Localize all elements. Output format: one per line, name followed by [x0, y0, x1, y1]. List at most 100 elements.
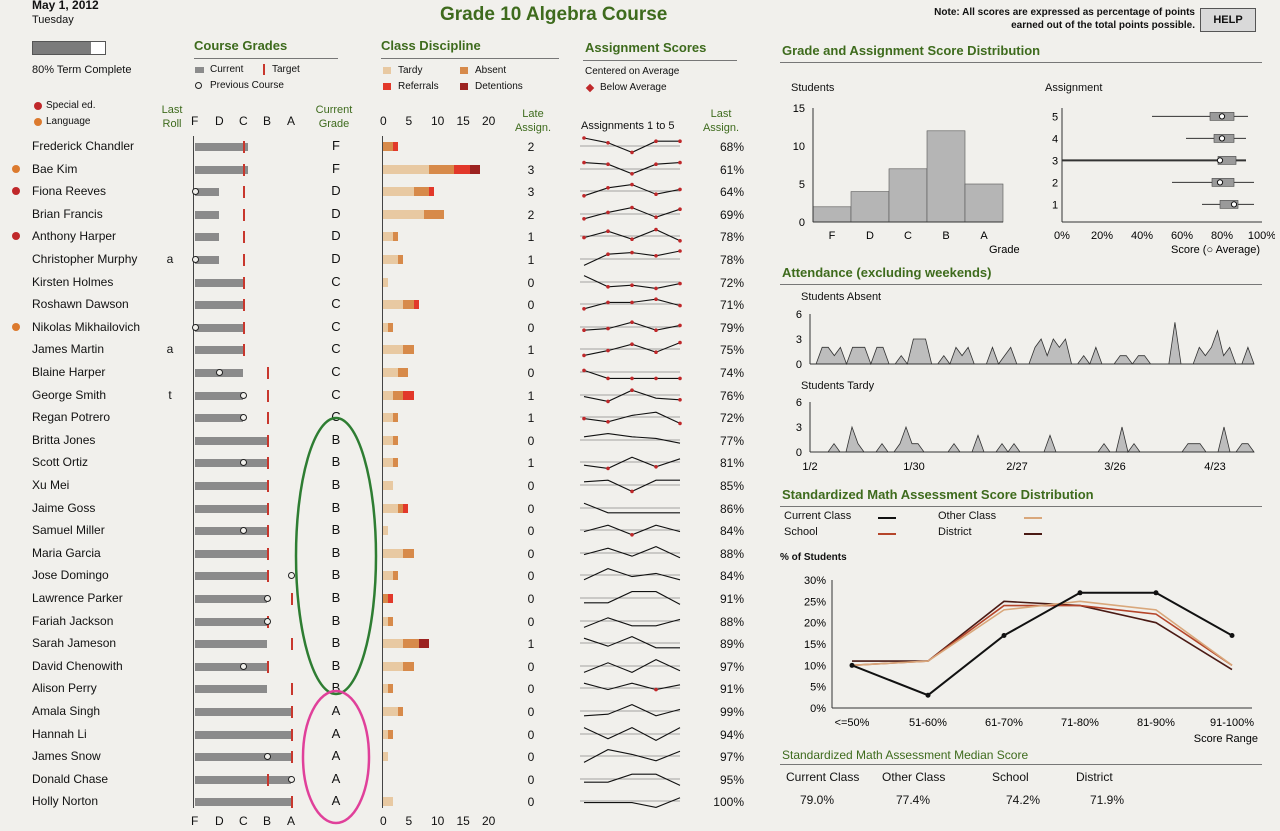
below-average-icon — [585, 83, 595, 93]
term-progress-bar — [32, 41, 106, 55]
discipline-axis-tick: 10 — [431, 814, 445, 828]
student-name[interactable]: Maria Garcia — [32, 545, 101, 560]
absent-bar — [388, 322, 394, 332]
other-class-legend-label: Other Class — [938, 510, 997, 522]
below-average-point — [606, 186, 610, 190]
student-name[interactable]: Scott Ortiz — [32, 455, 89, 470]
late-assign-value: 0 — [527, 546, 535, 561]
late-assign-value: 1 — [527, 230, 535, 245]
student-name[interactable]: Britta Jones — [32, 432, 96, 447]
assignment-sparkline — [580, 502, 680, 513]
assignment-sparkline — [580, 297, 682, 311]
sma-line-chart: 30% 25% 20% 15% 10% 5% 0% <=50% 51-60% 61-70% 71-8… — [804, 575, 1258, 745]
average-marker — [1230, 201, 1238, 208]
student-name[interactable]: Holly Norton — [32, 794, 99, 809]
student-name[interactable]: David Chenowith — [32, 658, 123, 673]
current-grade-bar — [195, 662, 267, 671]
assignment-sparkline — [580, 773, 681, 786]
help-button[interactable]: HELP — [1200, 8, 1256, 32]
student-name[interactable]: Fariah Jackson — [32, 613, 114, 628]
student-name[interactable]: Frederick Chandler — [32, 139, 135, 153]
student-name[interactable]: Regan Potrero — [32, 410, 111, 425]
y-tick-label: 15 — [793, 103, 805, 115]
student-name[interactable]: Hannah Li — [32, 726, 87, 741]
below-average-point — [582, 194, 586, 198]
below-average-point — [678, 281, 682, 285]
student-name[interactable]: Brian Francis — [32, 206, 103, 221]
tardy-bar — [383, 752, 389, 762]
special-ed-icon — [12, 187, 20, 196]
student-name[interactable]: Roshawn Dawson — [32, 297, 129, 312]
date-tick-label: 3/26 — [1104, 461, 1125, 473]
current-grade-value: C — [331, 409, 341, 425]
current-grade-value: B — [331, 612, 341, 628]
student-name[interactable]: Nikolas Mikhailovich — [32, 319, 141, 334]
tardy-bar — [383, 458, 394, 468]
current-grade-value: D — [331, 251, 341, 266]
student-name[interactable]: Kirsten Holmes — [32, 274, 114, 289]
below-average-point — [606, 229, 610, 234]
current-class-point — [849, 662, 855, 668]
grade-axis-tick: B — [263, 814, 272, 828]
student-name[interactable]: Bae Kim — [32, 161, 78, 176]
average-marker — [1218, 113, 1226, 120]
attendance-rule — [780, 284, 1262, 285]
student-name[interactable]: Christopher Murphy — [32, 252, 138, 266]
assignment-sparkline — [580, 797, 681, 809]
target-grade-marker — [243, 321, 245, 334]
histogram-bar — [850, 191, 890, 223]
student-name[interactable]: Jaime Goss — [32, 500, 96, 515]
last-assign-value: 97% — [719, 659, 744, 674]
student-name[interactable]: George Smith — [32, 387, 107, 402]
student-name[interactable]: Anthony Harper — [32, 229, 117, 244]
discipline-axis-tick: 0 — [380, 814, 387, 828]
grade-axis-tick: A — [287, 814, 296, 828]
absent-bar — [388, 616, 394, 626]
target-grade-marker — [291, 683, 293, 696]
assignment-sparkline — [580, 524, 681, 537]
student-name[interactable]: Fiona Reeves — [32, 184, 107, 199]
last-assign-value: 85% — [719, 479, 744, 493]
below-average-point — [582, 328, 586, 332]
student-name[interactable]: Sarah Jameson — [32, 636, 117, 651]
students-label: Students — [791, 82, 835, 94]
student-name[interactable]: James Martin — [32, 342, 105, 357]
assignment-sparkline — [580, 432, 681, 444]
below-average-point — [654, 286, 658, 290]
district-legend-line — [1024, 533, 1042, 535]
assignment-sparkline — [580, 568, 681, 581]
absent-bar — [393, 435, 399, 445]
student-name[interactable]: Alison Perry — [32, 681, 97, 696]
assignments-header: Assignments 1 to 5 — [581, 120, 675, 132]
student-name[interactable]: James Snow — [32, 749, 101, 764]
current-grade-value: B — [331, 477, 341, 492]
student-name[interactable]: Blaine Harper — [32, 365, 106, 379]
grade-axis-label: Grade — [989, 244, 1020, 256]
assignment-sparkline — [580, 160, 682, 176]
absent-legend-label: Absent — [475, 65, 507, 76]
below-average-point — [582, 307, 586, 311]
last-roll-value: a — [166, 252, 174, 266]
page-title: Grade 10 Algebra Course — [440, 4, 668, 25]
student-name[interactable]: Samuel Miller — [32, 523, 105, 538]
discipline-axis-tick: 10 — [431, 114, 445, 128]
current-grade-value: C — [331, 296, 341, 312]
student-name[interactable]: Xu Mei — [32, 478, 70, 492]
last-assign-value: 77% — [719, 433, 744, 448]
assignment-score-line — [583, 658, 681, 673]
target-grade-marker — [243, 163, 245, 176]
student-name[interactable]: Lawrence Parker — [32, 591, 123, 605]
student-name[interactable]: Donald Chase — [32, 771, 109, 786]
below-average-point — [606, 466, 610, 471]
assignment-score-line — [584, 773, 681, 786]
median-value: 74.2% — [1006, 793, 1041, 807]
below-average-point — [678, 187, 682, 192]
below-average-point — [654, 297, 658, 302]
tardy-bar — [383, 368, 399, 377]
current-legend-swatch — [195, 67, 204, 73]
current-grade-value: C — [331, 341, 341, 357]
x-tick-label: A — [980, 230, 988, 242]
student-name[interactable]: Jose Domingo — [32, 568, 109, 583]
student-name[interactable]: Amala Singh — [32, 704, 101, 718]
median-value: 79.0% — [800, 793, 835, 807]
